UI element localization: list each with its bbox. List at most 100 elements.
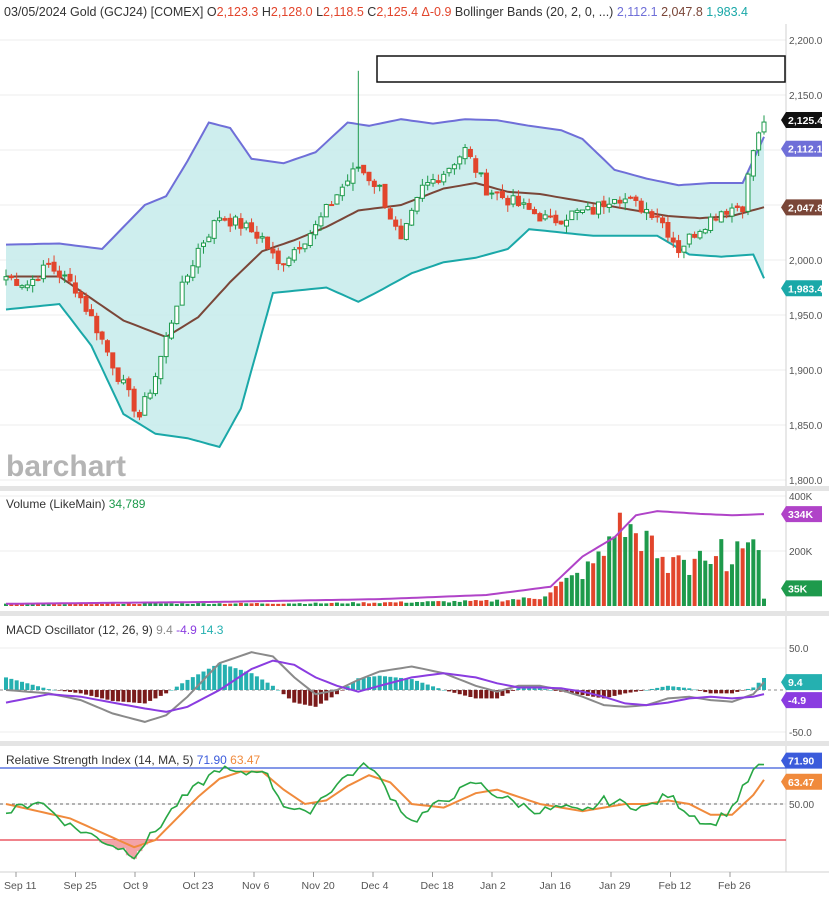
volume-bar [697,550,702,606]
candle [206,233,212,243]
volume-bar [415,601,420,606]
time-axis-label: Nov 6 [242,880,270,892]
svg-text:2,112.1: 2,112.1 [788,144,823,156]
candle [350,162,356,191]
candle [489,189,495,200]
macd-histogram-bar [692,689,697,691]
candle [67,268,73,285]
volume-bar [388,602,393,606]
candle [734,202,740,212]
macd-panel[interactable]: 50.0 -50.0 9.4 -4.9 [0,616,822,741]
volume-bar [548,592,553,606]
macd-value-tag: 9.4 [781,674,822,691]
macd-histogram-bar [505,690,510,694]
macd-histogram-bar [516,688,521,690]
svg-text:334K: 334K [788,509,814,521]
candle [676,234,682,258]
macd-signal-tag: -4.9 [781,692,822,709]
macd-histogram-bar [222,664,227,690]
candle [382,183,388,209]
macd-histogram-bar [473,690,478,699]
volume-bar [607,536,612,606]
volume-bar [25,603,30,606]
candle [83,292,89,315]
svg-text:1,983.4: 1,983.4 [788,283,823,295]
panel-divider-3[interactable] [0,741,829,746]
macd-histogram-bar [302,690,307,705]
candle [729,203,735,223]
volume-bar [14,603,19,606]
volume-bar [41,603,46,606]
panel-divider-1[interactable] [0,486,829,491]
volume-bar [420,602,425,606]
candle [590,203,596,215]
volume-bar [564,577,569,606]
candle [665,216,671,242]
candle [617,196,623,209]
candle [393,216,399,231]
candle [94,312,100,341]
macd-histogram-bar [14,680,19,690]
svg-text:71.90: 71.90 [788,756,814,768]
volume-bar [324,603,329,606]
volume-bar [559,581,564,606]
volume-bar [489,601,494,606]
volume-bar [463,600,468,606]
macd-histogram-bar [270,685,275,690]
macd-histogram-bar [532,688,537,690]
volume-bar [596,551,601,606]
candle [510,189,516,208]
rsi-panel[interactable]: 50.00 71.90 63.47 [0,746,822,872]
macd-histogram-bar [383,676,387,690]
volume-bar [52,603,57,606]
candle [457,155,463,170]
volume-bar [9,603,14,606]
volume-bar [196,603,201,606]
volume-bar [532,598,537,606]
candle [184,273,190,285]
svg-text:9.4: 9.4 [788,677,803,689]
price-panel[interactable]: 2,200.02,150.02,100.02,050.02,000.01,950… [0,24,823,487]
macd-histogram-bar [164,690,169,694]
time-axis: Sep 11 Sep 25 Oct 9 Oct 23 Nov 6 Nov 20 Dec 4 D… [0,871,829,892]
candle [24,280,30,292]
volume-bar [681,559,686,606]
volume-bar [169,603,174,606]
candle [158,355,164,385]
macd-histogram-bar [607,690,612,698]
volume-bar [511,599,516,606]
candle [297,241,303,254]
volume-bar [276,603,281,606]
volume-bar [543,596,548,606]
candle [163,332,169,364]
macd-histogram-bar [617,690,622,695]
macd-histogram-bar [52,689,57,691]
macd-histogram-bar [36,686,41,690]
macd-histogram-bar [468,690,473,697]
volume-panel[interactable]: 400K 200K 334K 35K [0,491,822,611]
panel-divider-2[interactable] [0,611,829,616]
macd-histogram-bar [463,690,468,696]
rsi-axis-tick-label: 50.00 [789,800,814,811]
volume-bar [617,512,622,606]
candle [126,376,132,397]
macd-histogram-bar [521,688,526,690]
annotation-rectangle[interactable] [376,55,786,83]
volume-bar [575,572,580,606]
svg-text:35K: 35K [788,583,808,595]
candle [414,196,420,215]
volume-bar [404,602,409,606]
macd-histogram-bar [366,676,371,690]
time-axis-label: Dec 4 [361,880,389,892]
macd-histogram-bar [57,690,62,691]
macd-histogram-bar [212,665,217,690]
macd-histogram-bar [30,684,35,690]
volume-bar [740,548,745,606]
volume-bar [521,597,526,606]
candle [702,228,708,235]
candle [329,201,335,207]
volume-bar [318,603,323,606]
volume-bar [729,564,734,606]
volume-bar [89,604,94,606]
macd-histogram-bar [596,690,601,698]
